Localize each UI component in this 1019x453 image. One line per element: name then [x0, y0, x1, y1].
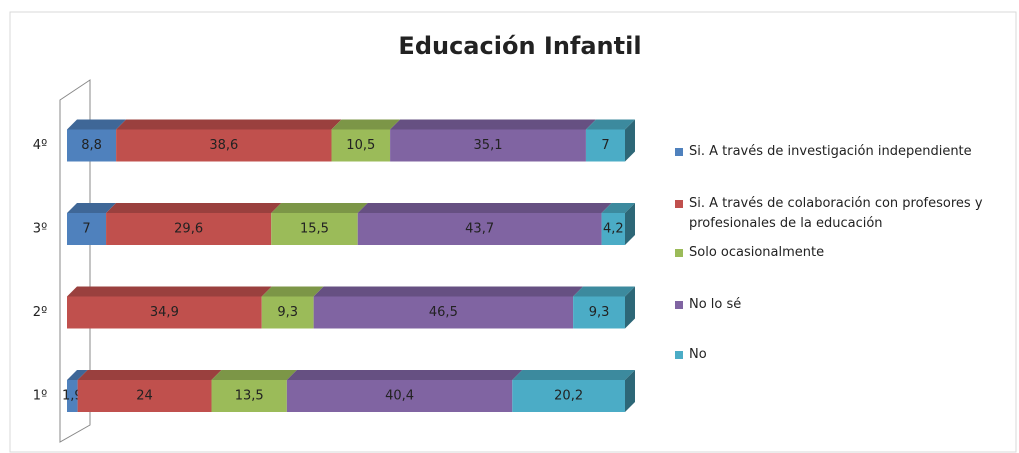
legend-item: No lo sé — [675, 295, 1015, 315]
y-tick-label: 4º — [33, 138, 47, 153]
value-label: 29,6 — [174, 222, 203, 237]
legend-label: Si. A través de colaboración con profeso… — [689, 196, 983, 231]
bar — [67, 213, 107, 245]
bar-side — [625, 119, 635, 162]
value-label: 20,2 — [554, 389, 583, 404]
value-label: 43,7 — [465, 222, 494, 237]
value-label: 4,2 — [603, 222, 624, 237]
value-label: 13,5 — [235, 389, 264, 404]
bar-top — [116, 119, 342, 130]
value-label: 10,5 — [346, 138, 375, 153]
bar — [106, 213, 272, 245]
bar — [390, 129, 586, 162]
bar-top — [286, 370, 523, 380]
bar — [601, 213, 625, 245]
legend-swatch — [675, 148, 683, 156]
bar-top — [77, 370, 222, 380]
value-label: 9,3 — [277, 305, 298, 320]
bar — [512, 380, 625, 412]
legend-label: No — [689, 347, 707, 362]
back-wall — [59, 79, 91, 443]
bar-top — [67, 119, 127, 130]
bar-top — [512, 370, 635, 380]
bar — [331, 129, 391, 162]
value-label: 46,5 — [429, 305, 458, 320]
bar — [67, 380, 78, 412]
value-label: 7 — [601, 138, 609, 153]
bar-top — [585, 119, 635, 130]
value-label: 35,1 — [474, 138, 503, 153]
y-tick-label: 1º — [33, 389, 47, 404]
bar-top — [357, 203, 612, 213]
value-label: 40,4 — [385, 389, 414, 404]
legend-item: Si. A través de investigación independie… — [675, 142, 1015, 162]
value-label: 8,8 — [81, 138, 102, 153]
bar-top — [67, 203, 117, 213]
y-tick-label: 2º — [33, 305, 47, 320]
legend-item: Si. A través de colaboración con profeso… — [675, 194, 1015, 234]
legend-swatch — [675, 301, 683, 309]
bar — [67, 129, 117, 162]
bar-top — [211, 370, 297, 380]
bar-side — [625, 286, 635, 329]
legend-item: Solo ocasionalmente — [675, 243, 1015, 263]
bar — [357, 213, 602, 245]
bar — [77, 380, 212, 412]
legend-label: Solo ocasionalmente — [689, 245, 825, 260]
bar-top — [271, 203, 368, 213]
legend-swatch — [675, 351, 683, 359]
bar — [585, 129, 625, 162]
value-label: 38,6 — [209, 138, 238, 153]
bar-top — [573, 286, 635, 297]
bar — [286, 380, 513, 412]
bar — [116, 129, 332, 162]
bar — [261, 296, 314, 329]
bar — [67, 296, 262, 329]
value-label: 24 — [136, 389, 153, 404]
bar-side — [625, 203, 635, 245]
bar — [573, 296, 625, 329]
value-label: 1,9 — [62, 389, 83, 404]
legend-label: No lo sé — [689, 297, 742, 312]
chart-title: Educación Infantil — [398, 32, 641, 60]
value-label: 7 — [82, 222, 90, 237]
y-tick-label: 3º — [33, 222, 47, 237]
value-label: 9,3 — [589, 305, 610, 320]
bar — [313, 296, 574, 329]
bar-top — [601, 203, 635, 213]
value-label: 34,9 — [150, 305, 179, 320]
bar — [211, 380, 287, 412]
legend-item: No — [675, 345, 1015, 365]
bar-top — [390, 119, 596, 130]
bar-side — [625, 370, 635, 412]
bar-top — [261, 286, 324, 297]
bar-top — [313, 286, 584, 297]
legend-label: Si. A través de investigación independie… — [689, 144, 972, 159]
bar-top — [67, 370, 88, 380]
bar — [271, 213, 358, 245]
bar-top — [331, 119, 401, 130]
legend-swatch — [675, 200, 683, 208]
bar-top — [67, 286, 272, 297]
bar-top — [106, 203, 282, 213]
value-label: 15,5 — [300, 222, 329, 237]
legend-swatch — [675, 249, 683, 257]
